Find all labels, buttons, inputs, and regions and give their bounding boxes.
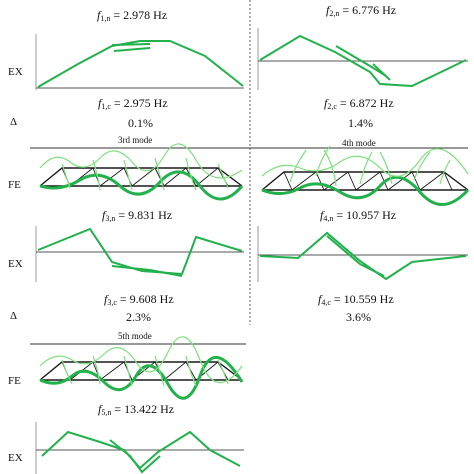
mode5-measured-frequency: f5,n = 13.422 Hz: [98, 402, 175, 417]
mode5-title: 5th mode: [118, 331, 152, 341]
mode3-computed-frequency: f3,c = 9.608 Hz: [104, 292, 174, 307]
delta-label-row1: Δ: [10, 116, 18, 128]
mode2-computed-frequency: f2,c = 6.872 Hz: [324, 96, 394, 111]
ex-label-mode3: EX: [8, 258, 23, 270]
ex-label-mode1: EX: [8, 66, 23, 78]
mode3-delta: 2.3%: [126, 310, 151, 324]
mode2-measured-frequency: f2,n = 6.776 Hz: [326, 3, 397, 18]
mode1-measured-frequency: f1,n = 2.978 Hz: [97, 8, 168, 23]
mode3-measured-frequency: f3,n = 9.831 Hz: [102, 208, 173, 223]
mode1-delta: 0.1%: [128, 116, 153, 130]
mode1-computed-frequency: f1,c = 2.975 Hz: [98, 96, 168, 111]
delta-label-row2: Δ: [10, 310, 18, 322]
mode4-computed-frequency: f4,c = 10.559 Hz: [318, 292, 394, 307]
mode4-title: 4th mode: [342, 138, 376, 148]
fe-label-mode3: FE: [8, 179, 21, 191]
ex-label-mode5: EX: [8, 452, 23, 464]
mode4-measured-frequency: f4,n = 10.957 Hz: [320, 208, 397, 223]
mode2-delta: 1.4%: [348, 116, 373, 130]
mode4-delta: 3.6%: [346, 310, 371, 324]
fe-label-mode5: FE: [8, 375, 21, 387]
mode3-title: 3rd mode: [118, 135, 153, 145]
